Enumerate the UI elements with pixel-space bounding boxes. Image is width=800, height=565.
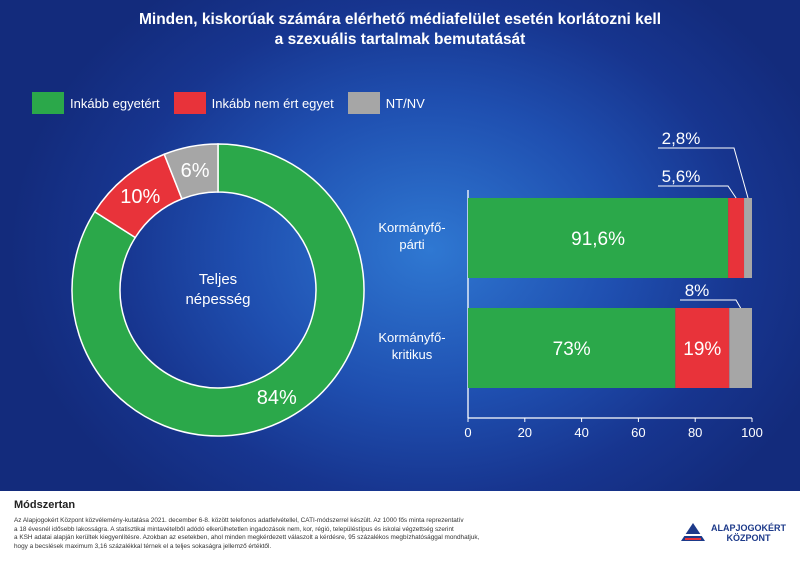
x-tick-label: 40 bbox=[574, 425, 588, 440]
category-label: Kormányfő- bbox=[378, 330, 445, 345]
title-line-1: Minden, kiskorúak számára elérhető média… bbox=[138, 11, 662, 28]
logo-mark-icon bbox=[680, 523, 705, 541]
legend-item-dontknow: NT/NV bbox=[347, 92, 425, 114]
donut-label-dontknow: 6% bbox=[181, 160, 210, 182]
leader-line bbox=[658, 185, 737, 199]
leader-line bbox=[658, 147, 749, 199]
stacked-bar-chart: 0 20 40 60 80 100 Kormányfő-párti Kormányfő-kri… bbox=[378, 129, 763, 440]
category-label: Kormányfő- bbox=[378, 220, 445, 235]
donut-slice-agree bbox=[71, 143, 365, 437]
legend: Inkább egyetért Inkább nem ért egyet NT/… bbox=[32, 92, 439, 114]
legend-item-agree: Inkább egyetért bbox=[32, 92, 160, 114]
donut-slice-dontknow bbox=[163, 143, 219, 200]
legend-swatch-agree bbox=[32, 92, 64, 114]
x-tick-label: 20 bbox=[518, 425, 532, 440]
logo-text: ALAPJOGOKÉRT KÖZPONT bbox=[711, 523, 786, 543]
legend-item-disagree: Inkább nem ért egyet bbox=[173, 92, 334, 114]
data-label: 19% bbox=[683, 339, 721, 360]
legend-label-agree: Inkább egyetért bbox=[70, 95, 160, 111]
logo-line-1: ALAPJOGOKÉRT bbox=[710, 523, 786, 533]
methodology-line: Az Alapjogokért Központ közvélemény-kuta… bbox=[14, 517, 464, 524]
category-label: párti bbox=[399, 237, 424, 252]
bar-segment-dontknow bbox=[744, 198, 752, 278]
methodology-title: Módszertan bbox=[14, 499, 76, 511]
donut-chart: 84% 10% 6% Teljes népesség bbox=[71, 143, 365, 437]
methodology-line: hogy a becslések maximum 3,16 százalékka… bbox=[14, 542, 272, 550]
x-tick-label: 80 bbox=[688, 425, 702, 440]
x-tick-label: 100 bbox=[741, 425, 763, 440]
methodology-text: Az Alapjogokért Központ közvélemény-kuta… bbox=[14, 517, 654, 551]
bar-segment-agree bbox=[468, 308, 676, 388]
category-label: kritikus bbox=[392, 347, 433, 362]
legend-label-disagree: Inkább nem ért egyet bbox=[211, 95, 334, 111]
legend-label-dontknow: NT/NV bbox=[385, 95, 425, 111]
methodology-line: a KSH adatai alapján kerültek kiegyenlít… bbox=[14, 534, 480, 542]
donut-center-label: Teljes bbox=[199, 271, 237, 288]
donut-label-agree: 84% bbox=[257, 387, 297, 409]
logo: ALAPJOGOKÉRT KÖZPONT bbox=[679, 521, 786, 545]
bar-segment-agree bbox=[468, 198, 729, 278]
legend-swatch-dontknow bbox=[347, 92, 380, 114]
data-label: 2,8% bbox=[662, 129, 701, 148]
bar-segment-dontknow bbox=[729, 308, 752, 388]
bar-segment-disagree bbox=[728, 198, 745, 278]
data-label: 73% bbox=[553, 339, 591, 360]
leader-line bbox=[680, 299, 742, 309]
title-line-2: a szexuális tartalmak bemutatását bbox=[274, 31, 526, 48]
methodology-line: a 18 évesnél idősebb lakosságra. A stati… bbox=[14, 525, 454, 533]
data-label: 91,6% bbox=[571, 229, 625, 250]
x-tick-label: 60 bbox=[631, 425, 645, 440]
bar-segment-disagree bbox=[675, 308, 730, 388]
logo-line-2: KÖZPONT bbox=[726, 533, 771, 543]
data-label: 8% bbox=[685, 281, 710, 300]
donut-center-label: népesség bbox=[185, 291, 250, 308]
chart-title: Minden, kiskorúak számára elérhető média… bbox=[0, 10, 800, 50]
data-label: 5,6% bbox=[662, 167, 701, 186]
donut-label-disagree: 10% bbox=[120, 186, 160, 208]
legend-swatch-disagree bbox=[173, 92, 206, 114]
methodology-footer: Módszertan Az Alapjogokért Központ közvé… bbox=[0, 491, 800, 565]
x-tick-label: 0 bbox=[464, 425, 471, 440]
